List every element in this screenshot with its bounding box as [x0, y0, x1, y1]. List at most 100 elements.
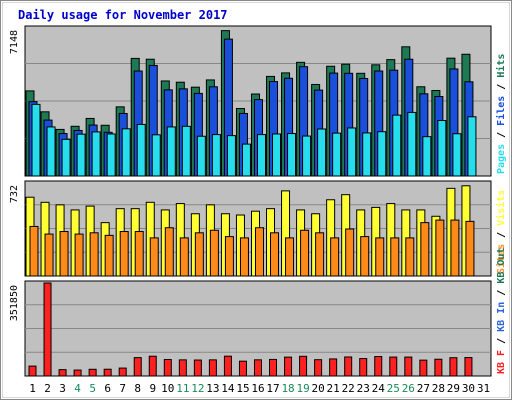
day-label-11: 11 — [176, 382, 189, 395]
bar-sites-30 — [465, 220, 475, 277]
bar-pages-11 — [181, 125, 191, 177]
bar-kbf-2 — [43, 282, 52, 377]
day-label-9: 9 — [149, 382, 156, 395]
legend-item: / — [496, 332, 507, 350]
legend-visits-sites: Sites / Visits — [495, 190, 507, 274]
day-label-25: 25 — [387, 382, 400, 395]
bar-kbf-7 — [118, 367, 127, 377]
day-label-3: 3 — [59, 382, 66, 395]
bar-kbf-28 — [434, 358, 443, 377]
day-label-8: 8 — [134, 382, 141, 395]
bar-pages-21 — [332, 132, 342, 177]
bar-pages-28 — [437, 120, 447, 177]
legend-item: / — [496, 126, 507, 144]
bar-kbf-14 — [223, 355, 232, 377]
day-label-21: 21 — [327, 382, 340, 395]
bar-pages-10 — [166, 126, 176, 177]
bar-sites-5 — [89, 232, 99, 277]
legend-item: / — [496, 78, 507, 96]
day-label-12: 12 — [191, 382, 204, 395]
day-label-31: 31 — [477, 382, 490, 395]
bar-sites-29 — [450, 219, 460, 277]
bar-pages-2 — [46, 126, 56, 177]
day-label-7: 7 — [119, 382, 126, 395]
legend-item: / — [496, 284, 507, 302]
bar-kbf-13 — [208, 359, 217, 377]
bar-kbf-23 — [359, 358, 368, 377]
bar-sites-12 — [194, 232, 204, 277]
bar-pages-26 — [407, 111, 417, 177]
bar-pages-23 — [362, 132, 372, 177]
chart-title: Daily usage for November 2017 — [18, 8, 228, 22]
bar-kbf-27 — [419, 359, 428, 377]
bar-kbf-22 — [344, 356, 353, 377]
bar-sites-2 — [44, 233, 54, 277]
bar-kbf-5 — [88, 368, 97, 377]
bar-pages-6 — [106, 133, 116, 177]
bar-kbf-1 — [28, 365, 37, 377]
bar-sites-21 — [330, 237, 340, 277]
ymax-label-hits-files-pages: 7148 — [9, 30, 20, 54]
bar-kbf-18 — [284, 356, 293, 377]
bar-kbf-26 — [404, 356, 413, 377]
day-label-14: 14 — [221, 382, 235, 395]
day-label-27: 27 — [417, 382, 430, 395]
bar-kbf-29 — [449, 357, 458, 377]
bar-sites-13 — [209, 229, 219, 277]
bar-sites-18 — [285, 237, 295, 277]
bar-sites-23 — [360, 236, 370, 277]
day-label-17: 17 — [266, 382, 279, 395]
bar-sites-22 — [345, 228, 355, 277]
day-label-22: 22 — [342, 382, 355, 395]
bar-kbf-24 — [374, 356, 383, 377]
bar-pages-27 — [422, 136, 432, 177]
bar-kbf-30 — [464, 357, 473, 377]
bar-pages-16 — [256, 134, 266, 177]
bar-pages-24 — [377, 131, 387, 177]
legend-hits-files-pages: Pages / Files / Hits — [495, 54, 507, 174]
bar-pages-7 — [121, 128, 131, 177]
bar-sites-25 — [390, 237, 400, 277]
bar-sites-10 — [164, 227, 174, 277]
bar-kbf-6 — [103, 368, 112, 377]
bar-pages-17 — [272, 133, 282, 177]
bar-sites-20 — [315, 232, 325, 277]
bar-kbf-3 — [58, 369, 67, 377]
bar-pages-14 — [226, 135, 236, 177]
bar-sites-17 — [270, 232, 280, 277]
legend-kbytes: KB F / KB In / KB Out — [496, 248, 507, 374]
day-label-13: 13 — [206, 382, 219, 395]
bar-sites-11 — [179, 237, 189, 277]
bar-sites-26 — [405, 237, 415, 277]
bar-sites-3 — [59, 231, 69, 277]
legend-item: Pages — [496, 144, 507, 174]
bar-pages-15 — [241, 143, 251, 177]
day-label-23: 23 — [357, 382, 370, 395]
bar-kbf-20 — [314, 359, 323, 377]
bar-pages-4 — [76, 133, 86, 177]
bar-sites-14 — [224, 236, 234, 277]
bar-kbf-8 — [133, 357, 142, 377]
bar-kbf-10 — [163, 359, 172, 377]
day-label-28: 28 — [432, 382, 445, 395]
bar-pages-30 — [467, 116, 477, 177]
day-label-1: 1 — [29, 382, 36, 395]
legend-item: Sites — [495, 244, 507, 274]
bar-kbf-25 — [389, 356, 398, 377]
day-label-5: 5 — [89, 382, 96, 395]
day-label-20: 20 — [312, 382, 325, 395]
bar-kbf-12 — [193, 359, 202, 377]
bar-sites-27 — [420, 222, 430, 277]
legend-item: KB In — [496, 302, 507, 332]
ymax-label-kbytes: 351850 — [9, 285, 20, 321]
ymax-label-visits-sites: 732 — [9, 185, 20, 203]
bar-kbf-19 — [299, 355, 308, 377]
day-label-15: 15 — [236, 382, 249, 395]
bar-pages-22 — [347, 127, 357, 177]
bar-pages-8 — [136, 123, 146, 177]
bar-kbf-17 — [269, 358, 278, 377]
bar-pages-12 — [196, 135, 206, 177]
bar-sites-28 — [435, 219, 445, 277]
bar-sites-16 — [254, 227, 264, 277]
